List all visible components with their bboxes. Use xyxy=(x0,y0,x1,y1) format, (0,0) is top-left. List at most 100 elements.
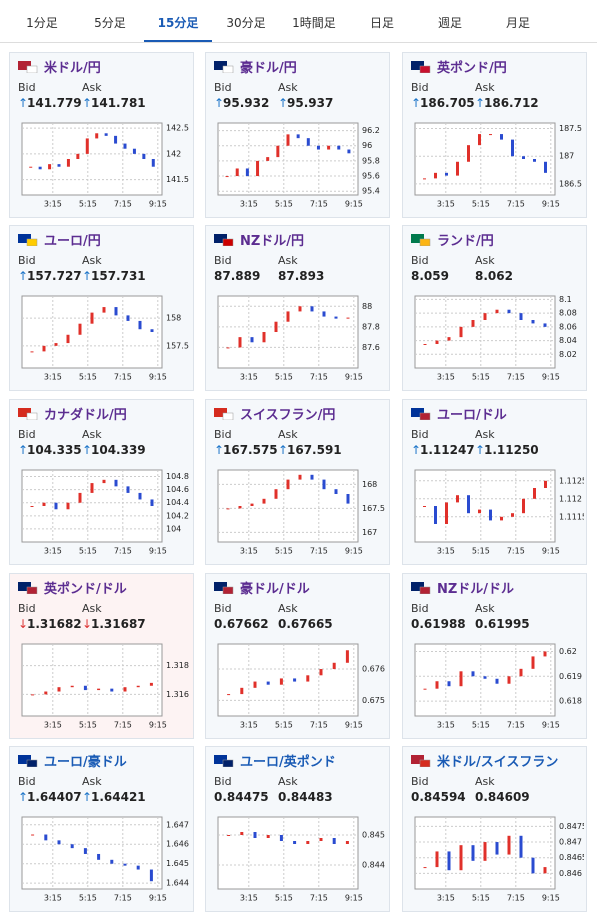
candle xyxy=(347,149,351,154)
y-tick-label: 0.845 xyxy=(362,831,385,840)
tab[interactable]: 5分足 xyxy=(94,16,126,30)
candle xyxy=(322,311,326,317)
candle xyxy=(507,835,511,855)
tab[interactable]: 週足 xyxy=(437,16,462,30)
bid-arrow: ↑ xyxy=(411,96,422,110)
rate-card[interactable]: ユーロ/円 Bid Ask ↑ ↑ 157.727 157.731 158 157.5 3:15 5… xyxy=(9,225,194,391)
flag-sub xyxy=(419,412,431,420)
x-tick-label: 3:15 xyxy=(44,894,62,903)
rate-card[interactable]: NZドル/ドル Bid Ask 0.61988 0.61995 0.62 0.619 0.61… xyxy=(402,573,587,739)
pair-title[interactable]: カナダドル/円 xyxy=(44,408,127,423)
pair-title[interactable]: 豪ドル/ドル xyxy=(240,582,310,597)
ask-arrow: ↑ xyxy=(475,96,486,110)
rate-card[interactable]: 豪ドル/円 Bid Ask ↑ ↑ 95.932 95.937 96.2 96 95.8 95.6 9… xyxy=(205,52,390,218)
pair-title[interactable]: 豪ドル/円 xyxy=(240,61,297,76)
ask-value: 8.062 xyxy=(475,269,513,283)
candle xyxy=(142,153,146,159)
rate-card[interactable]: 米ドル/スイスフランBidAsk0.845940.846090.84750.84… xyxy=(402,746,587,912)
x-tick-label: 9:15 xyxy=(345,721,363,730)
x-tick-label: 9:15 xyxy=(149,547,167,556)
rate-card[interactable]: ユーロ/英ポンド Bid Ask 0.84475 0.84483 0.845 0.844 3:… xyxy=(205,746,390,912)
flag-sub xyxy=(26,238,38,246)
pair-title[interactable]: ユーロ/ドル xyxy=(437,408,507,423)
rate-card[interactable]: ランド/円 Bid Ask 8.059 8.062 8.1 8.08 8.06 8.04 8.02… xyxy=(402,225,587,391)
rate-card[interactable]: 英ポンド/ドル Bid Ask ↓ ↓ 1.31682 1.31687 1.318 1.316 3… xyxy=(9,573,194,739)
candle xyxy=(543,867,547,874)
bid-value: 1.11247 xyxy=(420,443,475,457)
y-tick-label: 8.04 xyxy=(559,336,577,345)
y-tick-label: 8.08 xyxy=(559,309,577,318)
pair-title[interactable]: NZドル/ドル xyxy=(437,582,515,597)
candle xyxy=(511,513,514,517)
candle xyxy=(226,347,230,349)
mini-chart: 96.2 96 95.8 95.6 95.4 3:15 5:15 7:15 9:15 xyxy=(217,122,380,209)
pair-title[interactable]: ユーロ/豪ドル xyxy=(44,755,127,770)
rate-card[interactable]: カナダドル/円 Bid Ask ↑ ↑ 104.335 104.339 104.8 104.6 1… xyxy=(9,399,194,565)
x-tick-label: 3:15 xyxy=(44,721,62,730)
candle xyxy=(123,687,127,692)
ask-label: Ask xyxy=(278,81,298,94)
y-tick-label: 96 xyxy=(362,141,372,150)
candle xyxy=(334,489,338,494)
candle xyxy=(57,164,61,167)
pair-title[interactable]: スイスフラン/円 xyxy=(240,408,336,423)
pair-title[interactable]: 米ドル/円 xyxy=(44,61,101,76)
candle xyxy=(286,134,290,146)
tab[interactable]: 15分足 xyxy=(144,0,212,42)
y-tick-label: 158 xyxy=(166,314,181,323)
candle xyxy=(310,306,314,312)
pair-title[interactable]: ランド/円 xyxy=(437,234,494,249)
tab[interactable]: 月足 xyxy=(505,16,530,30)
y-tick-label: 104.2 xyxy=(166,511,189,520)
rate-card[interactable]: NZドル/円 Bid Ask 87.889 87.893 88 87.8 87.6 3:15 5:… xyxy=(205,225,390,391)
tab[interactable]: 30分足 xyxy=(226,16,266,30)
rate-card[interactable]: 英ポンド/円 Bid Ask ↑ ↑ 186.705 186.712 187.5 187 186.… xyxy=(402,52,587,218)
ask-label: Ask xyxy=(475,428,495,441)
rate-card[interactable]: スイスフラン/円 Bid Ask ↑ ↑ 167.575 167.591 168 167.5 16… xyxy=(205,399,390,565)
candle xyxy=(500,134,503,140)
tab[interactable]: 1分足 xyxy=(26,16,58,30)
x-tick-label: 3:15 xyxy=(240,373,258,382)
y-tick-label: 8.06 xyxy=(559,322,577,331)
y-tick-label: 8.02 xyxy=(559,350,577,359)
pair-title[interactable]: 英ポンド/円 xyxy=(437,61,507,76)
flag-base xyxy=(411,234,424,243)
ask-value: 1.64421 xyxy=(91,790,146,804)
y-tick-label: 167 xyxy=(362,528,377,537)
x-tick-label: 7:15 xyxy=(507,373,525,382)
flag-base xyxy=(18,755,31,764)
flag-icon xyxy=(18,755,38,767)
ask-label: Ask xyxy=(278,254,298,267)
pair-title[interactable]: NZドル/円 xyxy=(240,234,305,249)
flag-base xyxy=(214,755,227,764)
pair-title[interactable]: ユーロ/円 xyxy=(44,234,101,249)
pair-title[interactable]: 英ポンド/ドル xyxy=(44,582,127,597)
candle xyxy=(471,671,475,677)
rate-card[interactable]: 豪ドル/ドル Bid Ask 0.67662 0.67665 0.676 0.675 3:15… xyxy=(205,573,390,739)
pair-title[interactable]: 米ドル/スイスフラン xyxy=(437,755,559,770)
candle xyxy=(445,502,448,524)
plot-area xyxy=(217,122,359,196)
pair-title[interactable]: ユーロ/英ポンド xyxy=(240,755,336,770)
tab[interactable]: 1時間足 xyxy=(292,16,336,30)
tab[interactable]: 日足 xyxy=(369,16,394,30)
x-tick-label: 3:15 xyxy=(240,894,258,903)
flag-base xyxy=(411,755,424,764)
candle xyxy=(456,161,459,176)
candle xyxy=(544,161,547,173)
candle xyxy=(279,835,283,841)
y-tick-label: 88 xyxy=(362,302,372,311)
candle xyxy=(31,834,35,836)
y-tick-label: 1.112 xyxy=(559,494,582,503)
y-tick-label: 0.675 xyxy=(362,696,385,705)
candle xyxy=(511,139,514,157)
candle xyxy=(123,143,127,149)
mini-chart: 168 167.5 167 3:15 5:15 7:15 9:15 xyxy=(217,469,385,556)
candle xyxy=(274,321,278,332)
rate-card[interactable]: ユーロ/ドルBidAsk↑↑1.112471.112501.11251.1121… xyxy=(402,399,587,565)
candle xyxy=(126,486,130,493)
candle xyxy=(66,159,70,167)
bid-value: 157.727 xyxy=(27,269,82,283)
rate-card[interactable]: 米ドル/円 Bid Ask ↑ ↑ 141.779 141.781 142.5 142 141.5… xyxy=(9,52,194,218)
rate-card[interactable]: ユーロ/豪ドル Bid Ask ↑ ↑ 1.64407 1.64421 1.647 1.646 1… xyxy=(9,746,194,912)
